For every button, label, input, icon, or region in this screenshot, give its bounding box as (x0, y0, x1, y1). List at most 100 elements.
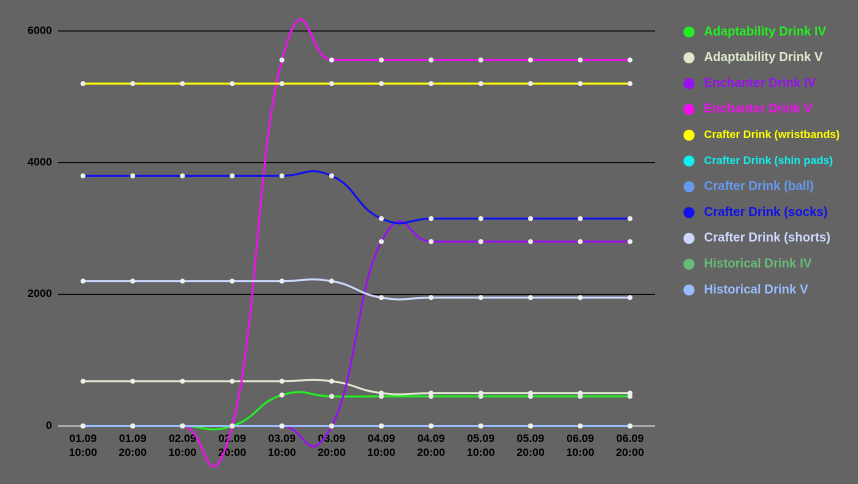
data-point (627, 239, 633, 245)
data-point (627, 423, 633, 429)
legend-marker (683, 103, 695, 115)
legend-label: Enchanter Drink V (704, 102, 813, 116)
data-point (378, 423, 384, 429)
data-point (130, 81, 136, 87)
data-point (528, 239, 534, 245)
data-point (528, 295, 534, 301)
data-point (577, 423, 583, 429)
data-point (80, 278, 86, 284)
x-tick-label: 04.09 10:00 (367, 433, 395, 459)
data-point (478, 295, 484, 301)
legend-label: Enchanter Drink IV (704, 76, 816, 90)
data-point (329, 393, 335, 399)
data-point (279, 423, 285, 429)
data-point (229, 378, 235, 384)
data-point (80, 423, 86, 429)
data-point (627, 57, 633, 63)
legend-marker (683, 258, 695, 270)
data-point (478, 239, 484, 245)
legend-label: Historical Drink IV (704, 256, 812, 270)
data-point (329, 173, 335, 179)
data-point (577, 57, 583, 63)
series-line (83, 170, 630, 225)
legend-label: Adaptability Drink V (704, 50, 823, 64)
legend-marker (683, 52, 695, 64)
legend-marker (683, 181, 695, 193)
y-tick-label: 6000 (28, 25, 52, 37)
data-point (179, 423, 185, 429)
data-point (130, 378, 136, 384)
data-point (627, 81, 633, 87)
data-point (428, 239, 434, 245)
x-tick-label: 01.09 20:00 (119, 433, 147, 459)
series-line (83, 18, 630, 468)
legend-marker (683, 26, 695, 38)
x-tick-label: 06.09 10:00 (566, 433, 594, 459)
data-point (428, 57, 434, 63)
x-tick-label: 02.09 10:00 (168, 433, 196, 459)
data-point (279, 173, 285, 179)
data-point (627, 216, 633, 222)
data-point (179, 378, 185, 384)
data-point (528, 216, 534, 222)
y-tick-label: 0 (46, 420, 52, 432)
data-point (627, 295, 633, 301)
data-point (478, 81, 484, 87)
x-tick-label: 05.09 20:00 (516, 433, 544, 459)
data-point (528, 57, 534, 63)
data-point (229, 278, 235, 284)
data-point (329, 423, 335, 429)
data-point (428, 216, 434, 222)
legend-label: Historical Drink V (704, 282, 809, 296)
legend-marker (683, 232, 695, 244)
y-tick-label: 2000 (28, 288, 52, 300)
data-point (130, 173, 136, 179)
data-point (627, 390, 633, 396)
series-line (82, 378, 630, 396)
data-point (279, 392, 285, 398)
data-point (378, 390, 384, 396)
data-point (577, 216, 583, 222)
legend-marker (683, 129, 695, 141)
data-point (329, 278, 335, 284)
data-point (229, 423, 235, 429)
x-tick-label: 06.09 20:00 (616, 433, 644, 459)
data-point (478, 390, 484, 396)
data-point (378, 216, 384, 222)
data-point (179, 278, 185, 284)
data-point (279, 278, 285, 284)
data-point (378, 81, 384, 87)
data-point (179, 81, 185, 87)
data-point (130, 278, 136, 284)
series-line (83, 278, 630, 301)
data-point (229, 81, 235, 87)
data-point (378, 57, 384, 63)
x-tick-label: 04.09 20:00 (417, 433, 445, 459)
data-point (428, 390, 434, 396)
data-point (528, 390, 534, 396)
legend-label: Crafter Drink (wristbands) (704, 129, 840, 141)
data-point (528, 81, 534, 87)
data-point (528, 423, 534, 429)
data-point (428, 295, 434, 301)
legend-label: Adaptability Drink IV (704, 24, 827, 38)
data-point (279, 81, 285, 87)
data-point (80, 173, 86, 179)
data-point (577, 239, 583, 245)
data-point (80, 378, 86, 384)
data-point (478, 57, 484, 63)
data-point (428, 423, 434, 429)
legend-label: Crafter Drink (ball) (704, 179, 814, 193)
legend-marker (683, 155, 695, 167)
data-point (329, 81, 335, 87)
data-point (329, 57, 335, 63)
data-point (329, 378, 335, 384)
legend-marker (683, 78, 695, 90)
data-point (577, 295, 583, 301)
legend-label: Crafter Drink (socks) (704, 205, 828, 219)
x-tick-label: 03.09 10:00 (268, 433, 296, 459)
data-point (80, 81, 86, 87)
y-tick-label: 4000 (28, 157, 52, 169)
